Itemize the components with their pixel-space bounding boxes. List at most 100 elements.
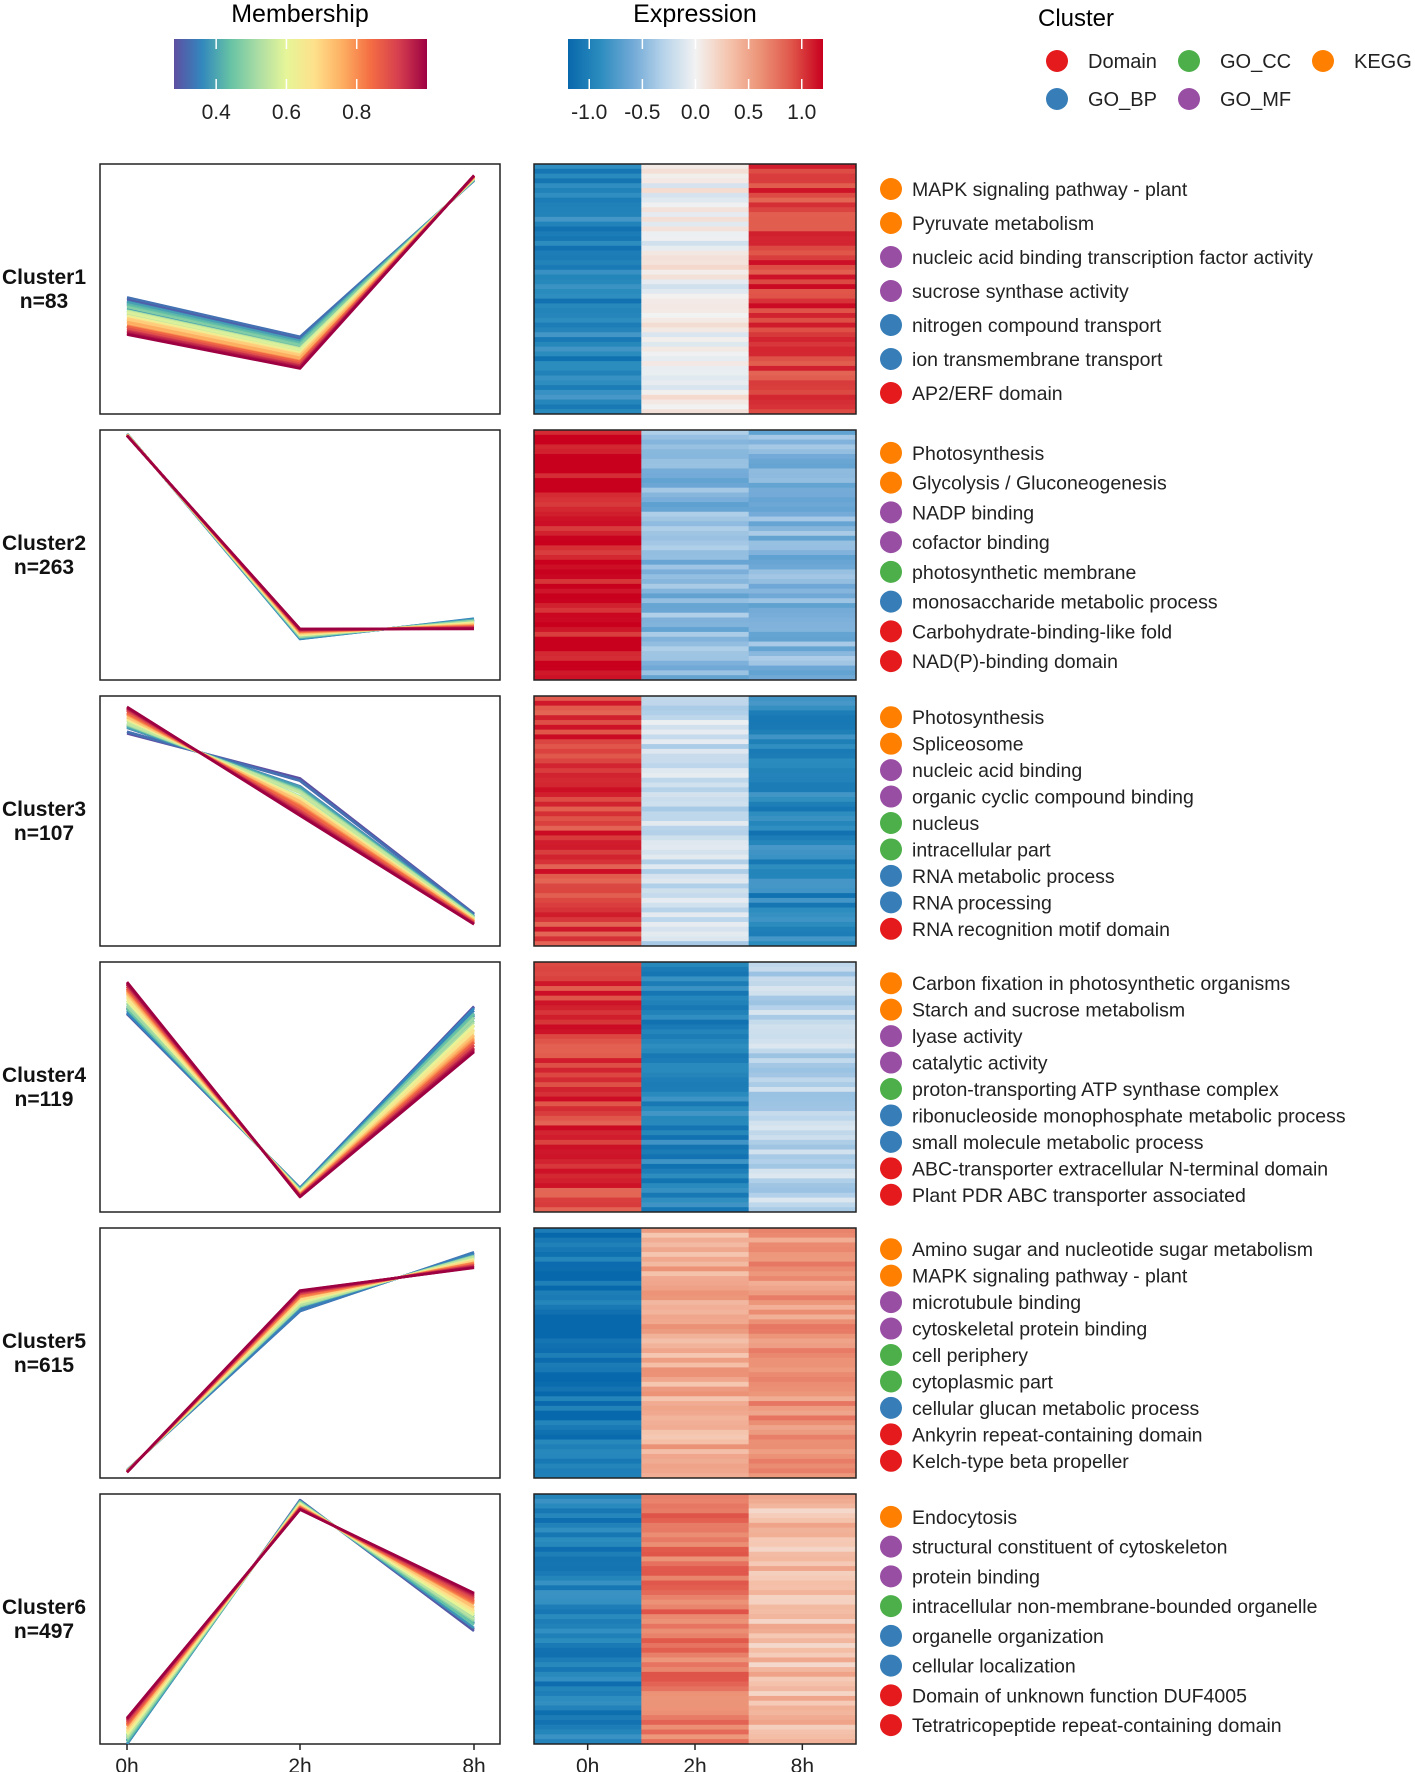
heatmap-cell [748, 1405, 857, 1412]
heatmap-cell [641, 917, 750, 923]
heatmap-cell [534, 389, 642, 396]
heatmap-cell [641, 1609, 750, 1615]
heatmap-cell [641, 1319, 750, 1325]
heatmap-cell [534, 183, 642, 189]
heatmap-cell [534, 926, 642, 933]
heatmap-cell [534, 1053, 642, 1059]
term-category-dot [880, 501, 902, 524]
heatmap-cell [641, 1434, 750, 1441]
heatmap-cell [748, 516, 857, 522]
heatmap-cell [748, 1261, 857, 1267]
heatmap-cell [534, 651, 642, 657]
heatmap-cell [748, 655, 857, 662]
line-x-tick-label: 2h [288, 1755, 311, 1772]
heatmap-cell [641, 854, 750, 860]
heatmap-cell [534, 966, 642, 973]
heatmap-cell [641, 705, 750, 711]
heatmap-cell [748, 449, 857, 455]
heatmap-cell [641, 748, 750, 755]
heatmap-cell [534, 1619, 642, 1625]
heatmap-cell [641, 995, 750, 1001]
heatmap-cell [534, 478, 642, 484]
heatmap-cell [748, 487, 857, 493]
heatmap-cell [534, 1676, 642, 1682]
heatmap-cell [748, 245, 857, 252]
heatmap-cell [641, 744, 750, 750]
heatmap-cell [534, 240, 642, 247]
term-label: ribonucleoside monophosphate metabolic p… [912, 1105, 1346, 1127]
heatmap-cell [748, 854, 857, 860]
heatmap-cell [534, 1309, 642, 1316]
heatmap-cell [641, 279, 750, 285]
heatmap-cell [534, 1710, 642, 1716]
heatmap-cell [748, 1410, 857, 1416]
heatmap-cell [534, 1522, 642, 1529]
term-category-dot [880, 1624, 902, 1647]
heatmap-cell [641, 1444, 750, 1450]
heatmap-cell [641, 516, 750, 522]
heatmap-frame [533, 961, 857, 1213]
term-label: catalytic activity [912, 1053, 1048, 1075]
heatmap-cell [534, 337, 642, 343]
heatmap-cell [641, 1242, 750, 1248]
membership-colorbar [174, 39, 427, 89]
heatmap-cell [534, 550, 642, 556]
heatmap-cell [748, 564, 857, 570]
cluster-size-label: n=497 [14, 1620, 74, 1643]
heatmap-cell [534, 1197, 642, 1203]
heatmap-cell [641, 1163, 750, 1170]
heatmap-cell [534, 641, 642, 647]
heatmap-cell [641, 1029, 750, 1035]
heatmap-cell [641, 1261, 750, 1267]
heatmap-cell [748, 1386, 857, 1392]
heatmap-cell [534, 284, 642, 290]
heatmap-cell [534, 962, 642, 968]
heatmap-cell [748, 1372, 857, 1378]
heatmap-cell [641, 893, 750, 899]
heatmap-cell [534, 202, 642, 208]
heatmap-cell [748, 1295, 857, 1301]
heatmap-cell [748, 434, 857, 441]
heatmap-cell [748, 183, 857, 189]
heatmap-cell [641, 293, 750, 300]
heatmap-cell [748, 1067, 857, 1074]
heatmap-cell [748, 1087, 857, 1093]
heatmap-cell [534, 888, 642, 894]
heatmap-cell [748, 811, 857, 817]
heatmap-cell [534, 1561, 642, 1567]
heatmap-cell [641, 173, 750, 179]
cluster-size-label: n=107 [14, 822, 74, 845]
heatmap-cell [641, 569, 750, 575]
heatmap-cell [641, 1000, 750, 1006]
heatmap-cell [748, 1183, 857, 1189]
heatmap-cell [748, 739, 857, 745]
heatmap-cell [534, 289, 642, 295]
term-category-dot [880, 178, 902, 200]
heatmap-cell [641, 1280, 750, 1287]
heatmap-cell [534, 696, 642, 702]
heatmap-cell [748, 1135, 857, 1141]
term-category-dot [880, 785, 902, 808]
heatmap-cell [534, 1513, 642, 1519]
heatmap-cell [641, 990, 750, 997]
legend-go-cc-dot [1178, 50, 1200, 72]
term-label: Photosynthesis [912, 443, 1044, 465]
heatmap-cell [641, 1367, 750, 1373]
legend-go-cc-label: GO_CC [1220, 51, 1291, 73]
heatmap-cell [534, 1357, 642, 1364]
heatmap-cell [748, 1527, 857, 1533]
heatmap-cell [641, 1604, 750, 1610]
heatmap-cell [748, 763, 857, 769]
heatmap-cell [534, 941, 642, 947]
heatmap-cell [748, 1304, 857, 1311]
heatmap-cell [534, 1662, 642, 1668]
heatmap-cell [641, 912, 750, 918]
heatmap-cell [748, 700, 857, 707]
heatmap-cell [641, 1178, 750, 1184]
heatmap-cell [641, 1228, 750, 1234]
term-category-dot [880, 1078, 902, 1100]
heatmap-cell [641, 1338, 750, 1344]
heatmap-cell [748, 583, 857, 590]
heatmap-cell [641, 1667, 750, 1673]
